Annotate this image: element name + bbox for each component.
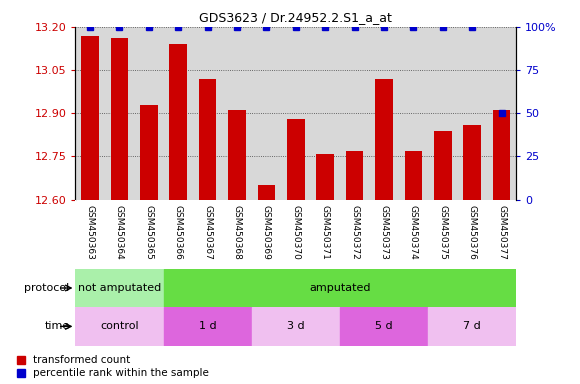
Text: 1 d: 1 d (199, 321, 216, 331)
Bar (316, 154, 334, 200)
Text: GSM450369: GSM450369 (262, 205, 271, 260)
Bar (287, 119, 305, 200)
Text: GSM450371: GSM450371 (321, 205, 329, 260)
Text: 7 d: 7 d (463, 321, 481, 331)
Bar (463, 125, 481, 200)
Bar (346, 151, 364, 200)
Text: amputated: amputated (309, 283, 371, 293)
Bar (228, 110, 246, 200)
Text: protocol: protocol (24, 283, 70, 293)
Text: GSM450368: GSM450368 (233, 205, 241, 260)
Bar (199, 79, 216, 200)
Bar (169, 44, 187, 200)
Bar (258, 185, 275, 200)
Text: GSM450375: GSM450375 (438, 205, 447, 260)
Bar (164, 269, 516, 307)
Bar (111, 38, 128, 200)
Text: 5 d: 5 d (375, 321, 393, 331)
Text: GSM450376: GSM450376 (467, 205, 477, 260)
Text: GSM450377: GSM450377 (497, 205, 506, 260)
Bar (375, 79, 393, 200)
Bar (434, 131, 452, 200)
Text: time: time (44, 321, 70, 331)
Bar (340, 307, 428, 346)
Text: GSM450372: GSM450372 (350, 205, 359, 260)
Bar (404, 151, 422, 200)
Bar (140, 104, 158, 200)
Text: not amputated: not amputated (78, 283, 161, 293)
Bar (428, 307, 516, 346)
Bar (81, 35, 99, 200)
Legend: transformed count, percentile rank within the sample: transformed count, percentile rank withi… (17, 355, 209, 378)
Text: GSM450374: GSM450374 (409, 205, 418, 260)
Text: GSM450363: GSM450363 (86, 205, 95, 260)
Bar (164, 307, 252, 346)
Text: GSM450364: GSM450364 (115, 205, 124, 260)
Text: 3 d: 3 d (287, 321, 305, 331)
Bar (492, 110, 510, 200)
Text: GSM450367: GSM450367 (203, 205, 212, 260)
Title: GDS3623 / Dr.24952.2.S1_a_at: GDS3623 / Dr.24952.2.S1_a_at (200, 11, 392, 24)
Text: GSM450366: GSM450366 (174, 205, 183, 260)
Bar (252, 307, 340, 346)
Text: GSM450365: GSM450365 (144, 205, 153, 260)
Bar (75, 269, 164, 307)
Bar (75, 307, 164, 346)
Text: GSM450373: GSM450373 (379, 205, 389, 260)
Text: control: control (100, 321, 139, 331)
Text: GSM450370: GSM450370 (291, 205, 300, 260)
